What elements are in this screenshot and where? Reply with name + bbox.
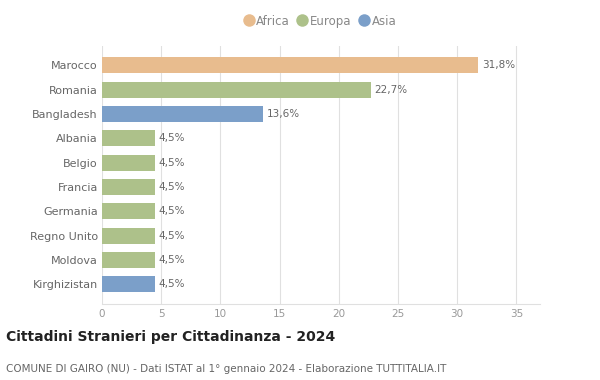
Text: 4,5%: 4,5%: [159, 182, 185, 192]
Text: 4,5%: 4,5%: [159, 206, 185, 216]
Text: 4,5%: 4,5%: [159, 231, 185, 241]
Text: COMUNE DI GAIRO (NU) - Dati ISTAT al 1° gennaio 2024 - Elaborazione TUTTITALIA.I: COMUNE DI GAIRO (NU) - Dati ISTAT al 1° …: [6, 364, 446, 374]
Bar: [102, 57, 478, 73]
Bar: [102, 130, 155, 146]
Text: 13,6%: 13,6%: [266, 109, 299, 119]
Bar: [102, 155, 155, 171]
Bar: [102, 276, 155, 292]
Bar: [102, 106, 263, 122]
Text: 4,5%: 4,5%: [159, 279, 185, 289]
Text: 4,5%: 4,5%: [159, 158, 185, 168]
Bar: [102, 179, 155, 195]
Text: 22,7%: 22,7%: [374, 85, 407, 95]
Text: 31,8%: 31,8%: [482, 60, 515, 70]
Bar: [102, 228, 155, 244]
Bar: [102, 203, 155, 219]
Legend: Africa, Europa, Asia: Africa, Europa, Asia: [241, 10, 401, 33]
Text: 4,5%: 4,5%: [159, 255, 185, 265]
Text: 4,5%: 4,5%: [159, 133, 185, 143]
Text: Cittadini Stranieri per Cittadinanza - 2024: Cittadini Stranieri per Cittadinanza - 2…: [6, 330, 335, 344]
Bar: [102, 82, 371, 98]
Bar: [102, 252, 155, 268]
